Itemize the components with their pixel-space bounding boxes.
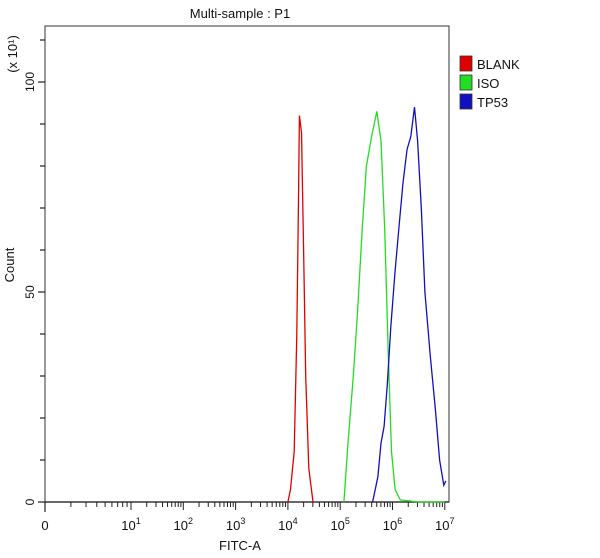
legend-label-iso: ISO xyxy=(477,76,499,91)
x-tick-label: 101 xyxy=(121,516,140,533)
x-axis-ticks: 0 101 102 103 104 105 106 107 xyxy=(41,501,455,533)
y-multiplier-label: (x 10¹) xyxy=(5,35,20,73)
series-blank xyxy=(287,115,314,503)
chart-title: Multi-sample : P1 xyxy=(190,6,290,21)
y-tick-label: 50 xyxy=(23,285,37,299)
x-tick-label: 106 xyxy=(383,516,402,533)
y-tick-label: 100 xyxy=(23,72,37,92)
y-axis-label: Count xyxy=(2,247,17,282)
series-iso xyxy=(343,111,445,503)
legend: BLANK ISO TP53 xyxy=(459,55,520,110)
x-tick-label: 0 xyxy=(41,518,48,533)
x-tick-label: 102 xyxy=(174,516,193,533)
x-tick-label: 104 xyxy=(278,516,297,533)
legend-label-tp53: TP53 xyxy=(477,95,508,110)
y-axis-ticks: 0 50 100 xyxy=(23,39,46,512)
histogram-series xyxy=(287,107,447,503)
series-tp53 xyxy=(371,107,447,503)
x-tick-label: 103 xyxy=(226,516,245,533)
legend-swatch-tp53 xyxy=(459,93,473,110)
y-tick-label: 0 xyxy=(23,498,37,505)
legend-swatch-blank xyxy=(459,55,473,72)
x-tick-label: 105 xyxy=(330,516,349,533)
x-tick-label: 107 xyxy=(435,516,454,533)
x-axis-label: FITC-A xyxy=(219,538,261,553)
legend-label-blank: BLANK xyxy=(477,57,520,72)
legend-swatch-iso xyxy=(459,74,473,91)
plot-area xyxy=(44,25,450,503)
